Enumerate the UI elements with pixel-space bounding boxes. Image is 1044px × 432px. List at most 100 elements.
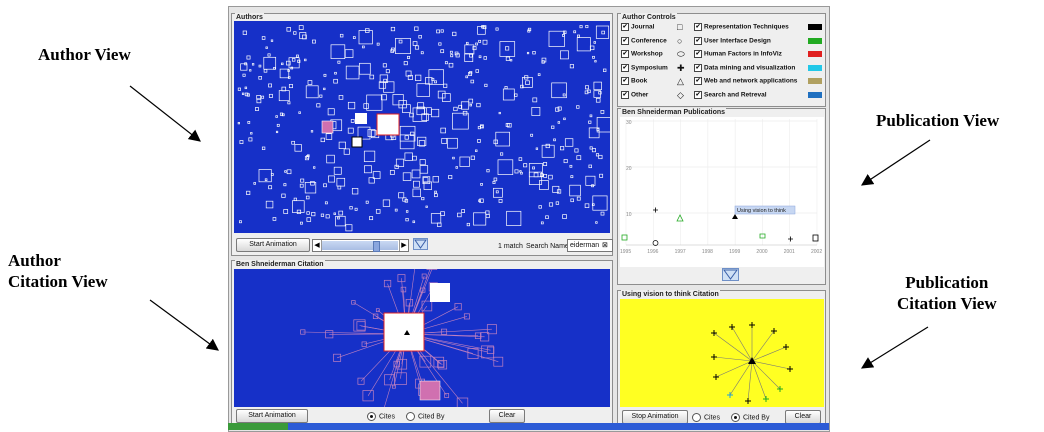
checkbox[interactable]: ✔ (694, 37, 702, 45)
checkbox[interactable]: ✔ (621, 50, 629, 58)
radio-cites[interactable]: Cites (692, 413, 720, 422)
start-animation-button[interactable]: Start Animation (236, 238, 310, 252)
topic-label: Representation Techniques (704, 24, 789, 31)
author-citation-canvas[interactable] (234, 269, 610, 407)
author-node (413, 181, 419, 187)
radio-cited-by-dot[interactable] (731, 413, 740, 422)
topic-color-swatch (808, 92, 822, 98)
author-node (321, 214, 324, 217)
author-node (364, 151, 375, 162)
radio-cites-label: Cites (704, 414, 720, 421)
topic-filter[interactable]: ✔Human Factors in InfoViz (694, 50, 782, 59)
stop-animation-button[interactable]: Stop Animation (622, 410, 688, 424)
author-node (351, 119, 354, 122)
checkbox[interactable]: ✔ (694, 23, 702, 31)
author-node (536, 148, 538, 150)
clear-button[interactable]: Clear (489, 409, 525, 423)
application-window: Authors Start Animation ◀ ▶ 1 match Sear… (228, 6, 830, 432)
type-filter-other[interactable]: ✔Other (621, 91, 648, 100)
citation-edge (748, 361, 752, 401)
slider-track[interactable] (322, 241, 398, 250)
radio-cites-dot[interactable] (692, 413, 701, 422)
author-node (405, 153, 413, 161)
radio-cites-dot[interactable] (367, 412, 376, 421)
checkbox[interactable]: ✔ (621, 37, 629, 45)
author-node (507, 211, 521, 225)
author-node (327, 155, 335, 163)
cross-icon (763, 396, 769, 402)
author-node (594, 82, 602, 90)
author-node (526, 81, 530, 85)
clear-button[interactable]: Clear (785, 410, 821, 424)
cross-icon (783, 344, 789, 350)
type-filter-book[interactable]: ✔Book (621, 77, 647, 86)
radio-cited-by[interactable]: Cited By (731, 413, 769, 422)
author-node (479, 40, 481, 42)
clear-search-icon[interactable]: ⊠ (602, 241, 608, 250)
author-node (367, 95, 382, 110)
author-node (406, 218, 409, 221)
author-node (252, 64, 254, 66)
type-filter-workshop[interactable]: ✔Workshop (621, 50, 663, 59)
search-names-input[interactable]: eiderman ⊠ (567, 239, 613, 252)
topic-filter[interactable]: ✔Data mining and visualization (694, 64, 795, 73)
checkbox[interactable]: ✔ (621, 23, 629, 31)
author-node (255, 108, 258, 111)
checkbox[interactable]: ✔ (694, 50, 702, 58)
topic-filter[interactable]: ✔Representation Techniques (694, 23, 789, 32)
slider-left-arrow[interactable]: ◀ (313, 240, 322, 251)
author-node (370, 75, 374, 79)
author-node (276, 131, 278, 133)
slider-right-arrow[interactable]: ▶ (399, 240, 408, 251)
author-node (292, 141, 295, 144)
author-node (505, 86, 507, 88)
author-node (453, 157, 455, 159)
authors-canvas[interactable] (234, 21, 610, 233)
author-node (500, 153, 502, 155)
cross-icon (711, 354, 717, 360)
os-start-button[interactable] (228, 423, 288, 430)
author-node (499, 199, 502, 202)
checkbox[interactable]: ✔ (621, 64, 629, 72)
topic-filter[interactable]: ✔Web and network applications (694, 77, 797, 86)
topic-filter[interactable]: ✔User Interface Design (694, 37, 771, 46)
checkbox[interactable]: ✔ (694, 91, 702, 99)
type-filter-conference[interactable]: ✔Conference (621, 37, 667, 46)
author-nodes[interactable] (234, 21, 610, 233)
author-node (520, 171, 522, 173)
citation-edge (732, 327, 752, 361)
dropdown-triangle-icon[interactable] (413, 238, 428, 250)
author-node (383, 200, 390, 207)
checkbox[interactable]: ✔ (621, 77, 629, 85)
publication-citation-graph[interactable] (620, 299, 824, 407)
radio-cites[interactable]: Cites (367, 412, 395, 421)
start-animation-button[interactable]: Start Animation (236, 409, 308, 423)
timeline-slider[interactable]: ◀ ▶ (312, 239, 409, 252)
checkbox[interactable]: ✔ (621, 91, 629, 99)
slider-thumb[interactable] (373, 241, 380, 252)
publication-citation-canvas[interactable] (620, 299, 824, 407)
author-node (528, 28, 531, 31)
author-node (577, 106, 580, 109)
author-node (558, 122, 560, 124)
search-names-label: Search Names (526, 242, 572, 251)
topic-color-swatch (808, 24, 822, 30)
topic-filter[interactable]: ✔Search and Retreval (694, 91, 767, 100)
cross-icon: ✚ (677, 64, 685, 73)
expand-triangle-icon[interactable] (722, 268, 739, 281)
type-filter-symposium[interactable]: ✔Symposium (621, 64, 668, 73)
author-node (592, 185, 594, 187)
checkbox[interactable]: ✔ (694, 64, 702, 72)
radio-cited-by-dot[interactable] (406, 412, 415, 421)
author-node (496, 28, 498, 30)
checkbox[interactable]: ✔ (694, 77, 702, 85)
type-filter-journal[interactable]: ✔Journal (621, 23, 654, 32)
author-node (478, 127, 480, 129)
author-node (602, 31, 605, 34)
radio-cited-by[interactable]: Cited By (406, 412, 444, 421)
author-citation-graph[interactable] (234, 269, 610, 407)
author-node (586, 176, 595, 185)
